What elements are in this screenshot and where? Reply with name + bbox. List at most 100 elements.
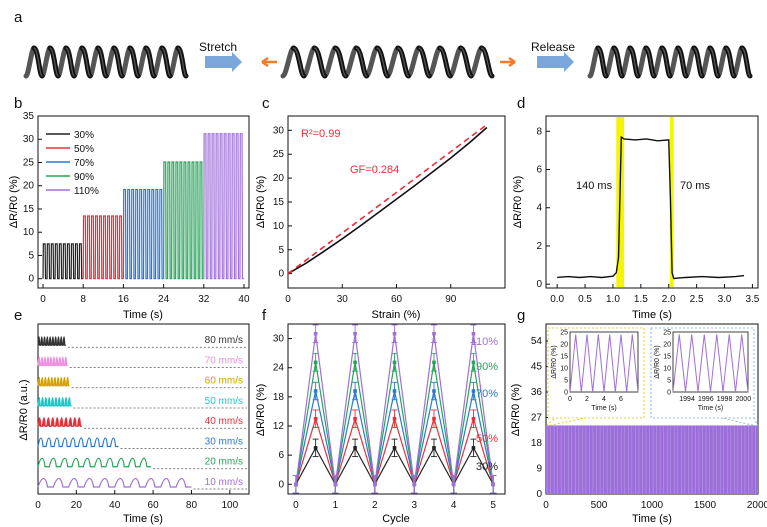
inset-xlabel: Time (s): [698, 405, 723, 412]
coil-back-strand: [23, 45, 181, 79]
data-point: [353, 416, 357, 421]
release-label: Release: [531, 40, 575, 54]
series-label-70 mm/s: 70 mm/s: [205, 355, 243, 366]
tick-label: 80: [186, 500, 198, 511]
coil-back-strand: [587, 45, 745, 79]
inset-signal-line: [672, 334, 749, 393]
tick-label: 5: [278, 245, 284, 256]
legend-label-50%: 50%: [74, 144, 94, 155]
panel-d-label: d: [517, 95, 525, 112]
stretch-label: Stretch: [199, 40, 237, 54]
data-point: [313, 389, 318, 393]
data-point: [451, 482, 456, 487]
tick-label: 2.0: [662, 294, 676, 305]
tick-label: 4: [451, 500, 457, 511]
series-label-70%: 70%: [476, 388, 498, 400]
tick-label: 3.5: [745, 294, 759, 305]
tick-label: 0: [40, 294, 46, 305]
coil-back-strand: [280, 45, 485, 79]
forward-arrow-icon: [500, 56, 516, 68]
tick-label: 10: [273, 221, 285, 232]
panel-d-frame: [545, 115, 759, 289]
series-label-50 mm/s: 50 mm/s: [205, 396, 243, 407]
tick-label: 1: [333, 500, 339, 511]
series-line-30%: [42, 243, 84, 280]
inset-y-tick-label: 10: [560, 366, 568, 373]
series-wave-40 mm/s: [37, 417, 83, 427]
inset-border: [650, 327, 755, 419]
panel-c-ylabel: ΔR/R0 (%): [255, 176, 267, 229]
legend-label-90%: 90%: [74, 172, 94, 183]
inset-x-tick-label: 2000: [736, 396, 752, 403]
data-point: [353, 360, 357, 365]
panel-e: e Time (s) ΔR/R0 (a.u.) 0 20 40 60 80 100 80 …: [14, 307, 250, 525]
tick-label: 0: [35, 500, 41, 511]
tick-label: 0: [536, 489, 542, 500]
tick-label: 25: [273, 149, 285, 160]
panel-e-frame: [37, 323, 250, 495]
tick-label: 12: [273, 421, 285, 432]
panel-d-ylabel: ΔR/R0 (%): [512, 176, 524, 229]
tick-label: 40: [109, 500, 121, 511]
tick-label: 2: [536, 241, 542, 252]
tick-label: 10: [23, 227, 35, 238]
measured-line: [287, 126, 488, 275]
inset-x-tick-label: 1996: [698, 396, 714, 403]
cyclic-signal-area: [546, 425, 758, 494]
panel-g-ylabel: ΔR/R0 (%): [510, 384, 522, 437]
data-point: [392, 416, 397, 421]
panel-c-xlabel: Strain (%): [372, 309, 421, 321]
tick-label: 8: [80, 294, 86, 305]
data-point: [313, 446, 318, 450]
tick-label: 0: [278, 269, 284, 280]
data-point: [294, 482, 298, 487]
series-label-20 mm/s: 20 mm/s: [205, 457, 243, 468]
inset-x-tick-label: 4: [602, 396, 606, 403]
tick-label: 32: [198, 294, 210, 305]
zoom-guide: [747, 406, 759, 426]
series-wave-60 mm/s: [37, 376, 70, 387]
series-line-110%: [203, 133, 244, 280]
data-point: [353, 446, 357, 450]
series-line-90%: [162, 161, 204, 280]
panel-c-ticks: 0 30 60 90 0 5 10 15 20 25 30: [273, 125, 457, 305]
panel-f-series-labels: 30% 50% 70% 90% 110%: [471, 336, 499, 473]
data-point: [471, 360, 476, 365]
tick-label: 20: [273, 173, 285, 184]
data-point: [432, 360, 436, 365]
tick-label: 15: [273, 197, 285, 208]
tick-label: 30: [23, 134, 35, 145]
tick-label: 36: [531, 387, 543, 398]
stretch-arrow-icon: [205, 52, 242, 72]
data-point: [313, 360, 318, 365]
inset-y-tick-label: 20: [663, 342, 671, 349]
inset-1: 1994 1996 1998 2000 0 5 10 15 20 25 Time (s) ΔR/R0 …: [650, 327, 755, 419]
tick-label: 6: [278, 450, 284, 461]
legend-label-70%: 70%: [74, 158, 94, 169]
series-wave-80 mm/s: [37, 336, 66, 346]
panel-e-ticks: 0 20 40 60 80 100: [35, 490, 239, 511]
tick-label: 8: [536, 126, 542, 137]
panel-b-xlabel: Time (s): [123, 309, 163, 321]
inset-xlabel: Time (s): [591, 405, 616, 412]
fit-line: [287, 123, 488, 275]
data-point: [471, 446, 476, 450]
coil-relaxed-right: [587, 45, 753, 79]
tick-label: 0: [28, 274, 34, 285]
legend-label-110%: 110%: [74, 186, 99, 197]
panel-f-xlabel: Cycle: [382, 513, 410, 525]
data-point: [491, 482, 495, 487]
series-line-50%: [82, 215, 124, 280]
coil-highlight: [597, 47, 751, 77]
data-point: [353, 389, 357, 393]
series-label-60 mm/s: 60 mm/s: [205, 376, 243, 387]
tick-label: 18: [273, 392, 285, 403]
data-point: [432, 446, 436, 450]
data-point: [373, 482, 377, 487]
inset-border: [547, 327, 645, 419]
tick-label: 16: [118, 294, 130, 305]
series-label-50%: 50%: [476, 433, 498, 445]
panel-c: c Strain (%) ΔR/R0 (%) 0 30 60 90 0 5 10 15 20 25…: [255, 95, 506, 321]
